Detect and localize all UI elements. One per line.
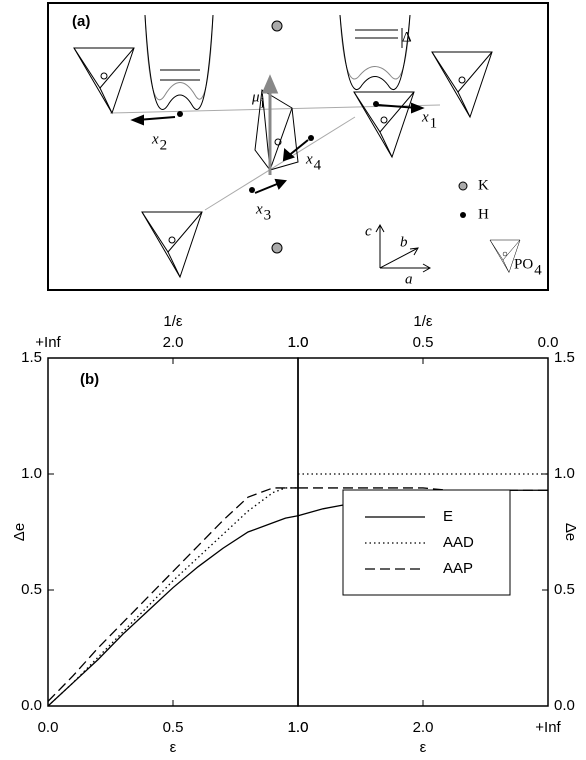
diagram-label: PO [514,256,533,272]
diagram-label-sub: 4 [314,157,322,173]
x-axis-label: ε [170,739,177,756]
series-line [47,487,298,707]
h-atoms [177,101,466,218]
plot-frame [47,357,299,707]
panel-frame [47,2,549,291]
legend-box [342,489,511,596]
diagram-label: x [305,151,313,167]
y-tick-label: 1.5 [21,349,42,366]
x-tick-label: 0.0 [38,719,59,736]
tetrahedron [73,47,135,115]
x-tick-label: 0.5 [163,719,184,736]
diagram-label: Δ [402,29,412,45]
diagram-label: H [478,206,489,222]
diagram-label: b [400,234,408,250]
diagram-label-sub: i [261,95,265,111]
panel-a [47,2,549,291]
series-line [298,487,548,491]
x2-tick-label: 0.5 [413,334,434,351]
diagram-label: x [151,131,159,147]
legend-label: AAD [443,534,474,551]
diagram-label-sub: 4 [534,262,542,278]
potential-wells [144,14,411,110]
series-line [47,487,298,702]
x2-tick-label: +Inf [35,334,61,351]
y-tick-label: 0.0 [554,697,575,714]
x2-tick-label: 2.0 [163,334,184,351]
y-tick-label: 1.0 [554,465,575,482]
diagram-label: μ [251,89,260,105]
diagram-label: (a) [72,13,90,30]
x-axis-label: ε [420,739,427,756]
x-tick-label: 1.0 [288,719,309,736]
y-tick-label: 0.5 [21,581,42,598]
panel-label: (b) [80,371,99,388]
series-line [47,515,299,707]
diagram-label-sub: 1 [430,115,438,131]
x2-axis-label: 1/ε [163,313,183,330]
dipole-arrow [261,74,279,175]
diagram-label: c [365,223,372,239]
y-axis-label: Δe [562,523,579,541]
y-tick-label: 1.5 [554,349,575,366]
axes-triad [375,223,432,273]
y-tick-label: 0.0 [21,697,42,714]
diagram-label-sub: 3 [264,207,272,223]
x2-tick-label: 0.0 [538,334,559,351]
diagram-label: x [255,201,263,217]
x2-axis-label: 1/ε [413,313,433,330]
bond-lines [109,104,441,211]
y-axis-label: Δe [11,523,28,541]
diagram-label-sub: 2 [160,137,168,153]
po4-legend [489,239,521,274]
diagram-label: a [405,271,413,287]
legend-label: E [443,508,453,525]
displacement-arrows [130,102,425,194]
diagram-label: x [421,109,429,125]
y-tick-label: 0.5 [554,581,575,598]
x2-tick-label: 1.0 [288,334,309,351]
y-tick-label: 1.0 [21,465,42,482]
x2-tick-label: 1.0 [288,334,309,351]
x-tick-label: +Inf [535,719,561,736]
legend-label: AAP [443,560,473,577]
x-tick-label: 2.0 [413,719,434,736]
diagram-label: K [478,177,489,193]
k-atoms [271,20,468,254]
x-tick-label: 1.0 [288,719,309,736]
